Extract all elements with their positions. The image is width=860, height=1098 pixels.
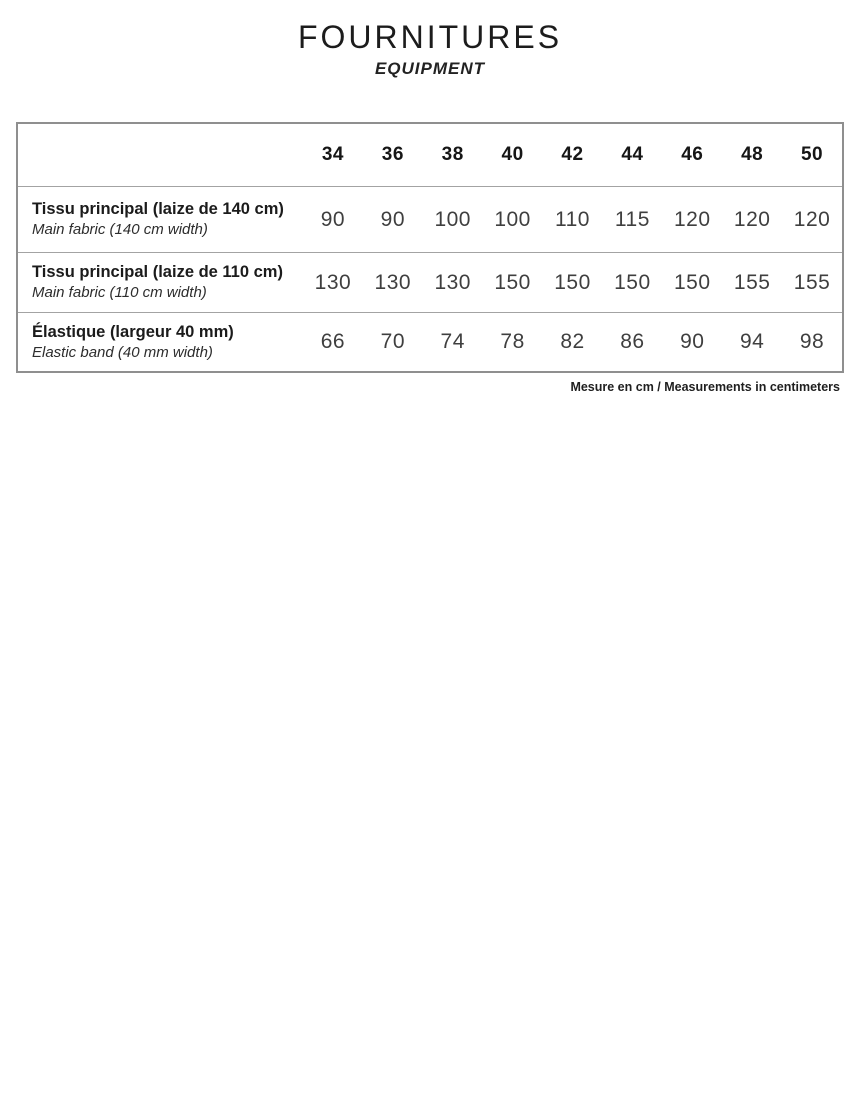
row-label-en: Main fabric (140 cm width) bbox=[32, 221, 208, 239]
table-cell: 82 bbox=[560, 330, 585, 353]
page-subtitle: EQUIPMENT bbox=[374, 59, 486, 79]
size-column-header: 34 bbox=[321, 144, 344, 165]
table-cell: 74 bbox=[440, 330, 465, 353]
table-cell: 90 bbox=[380, 207, 405, 231]
table-cell: 150 bbox=[554, 270, 591, 294]
table-cell: 66 bbox=[320, 330, 346, 353]
table-cell: 150 bbox=[674, 270, 711, 294]
row-label: Tissu principal (laize de 110 cm) Main f… bbox=[18, 262, 303, 303]
size-column-header: 36 bbox=[381, 144, 404, 165]
table-cell: 155 bbox=[793, 270, 831, 294]
table-cell: 90 bbox=[320, 207, 346, 231]
table-cell: 110 bbox=[555, 207, 590, 231]
table-cell: 120 bbox=[793, 207, 831, 231]
table-cell: 120 bbox=[674, 207, 711, 231]
measure-unit-note: Mesure en cm / Measurements in centimete… bbox=[570, 380, 840, 394]
row-label-en: Elastic band (40 mm width) bbox=[32, 343, 213, 361]
table-cell: 78 bbox=[500, 330, 525, 353]
size-header-row: 34 36 38 40 42 44 46 48 50 bbox=[18, 124, 842, 186]
row-label-en: Main fabric (110 cm width) bbox=[32, 284, 207, 302]
table-row-elastic-band: Élastique (largeur 40 mm) Elastic band (… bbox=[18, 312, 842, 371]
table-cell: 70 bbox=[380, 330, 405, 353]
table-cell: 150 bbox=[494, 270, 531, 294]
size-column-header: 40 bbox=[501, 144, 524, 165]
size-column-header: 38 bbox=[441, 144, 464, 165]
row-label-fr: Tissu principal (laize de 140 cm) bbox=[32, 200, 284, 219]
fournitures-table: 34 36 38 40 42 44 46 48 50 Tissu princip… bbox=[16, 122, 844, 373]
table-row-main-fabric-110: Tissu principal (laize de 110 cm) Main f… bbox=[18, 252, 842, 312]
table-cell: 120 bbox=[733, 207, 771, 231]
table-cell: 155 bbox=[733, 270, 771, 294]
page-header: FOURNITURES EQUIPMENT bbox=[0, 0, 860, 79]
size-column-header: 50 bbox=[800, 144, 824, 165]
table-cell: 90 bbox=[680, 330, 705, 353]
table-cell: 100 bbox=[494, 207, 531, 231]
row-label: Tissu principal (laize de 140 cm) Main f… bbox=[18, 199, 303, 240]
size-column-header: 48 bbox=[741, 144, 764, 165]
table-row-main-fabric-140: Tissu principal (laize de 140 cm) Main f… bbox=[18, 186, 842, 252]
table-cell: 130 bbox=[434, 270, 471, 294]
size-column-header: 44 bbox=[621, 144, 644, 165]
table-cell: 94 bbox=[739, 330, 765, 353]
fournitures-table-wrap: 34 36 38 40 42 44 46 48 50 Tissu princip… bbox=[16, 122, 844, 373]
size-column-header: 46 bbox=[681, 144, 704, 165]
table-cell: 86 bbox=[620, 330, 645, 353]
table-cell: 150 bbox=[614, 270, 651, 294]
size-column-header: 42 bbox=[561, 144, 584, 165]
table-cell: 98 bbox=[799, 330, 825, 353]
page-title: FOURNITURES bbox=[297, 19, 563, 55]
row-label-fr: Tissu principal (laize de 110 cm) bbox=[32, 263, 283, 282]
row-label-fr: Élastique (largeur 40 mm) bbox=[32, 322, 234, 341]
table-cell: 130 bbox=[374, 270, 412, 294]
table-cell: 130 bbox=[314, 270, 352, 294]
table-cell: 100 bbox=[434, 207, 471, 231]
row-label: Élastique (largeur 40 mm) Elastic band (… bbox=[18, 322, 303, 363]
table-cell: 115 bbox=[614, 207, 650, 231]
